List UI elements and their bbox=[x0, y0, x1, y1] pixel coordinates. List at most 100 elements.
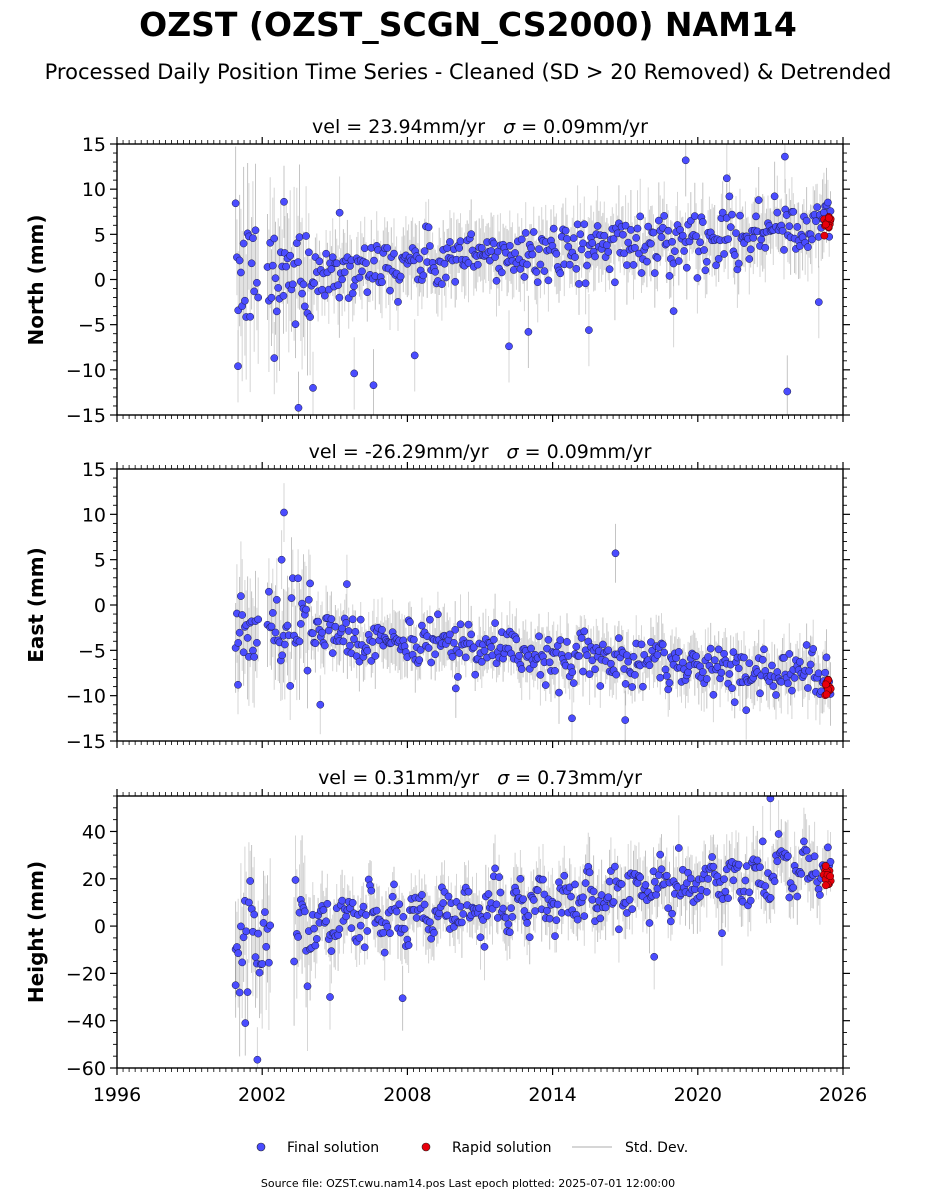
north-final-point bbox=[720, 250, 728, 258]
east-final-point bbox=[788, 686, 796, 695]
north-final-point bbox=[564, 242, 573, 251]
north-final-point bbox=[724, 235, 732, 243]
height-final-point bbox=[758, 837, 767, 846]
east-final-point bbox=[728, 684, 736, 693]
height-final-point bbox=[335, 925, 344, 933]
height-final-point bbox=[492, 900, 501, 909]
north-final-point bbox=[254, 293, 263, 302]
north-final-point bbox=[274, 284, 283, 292]
north-final-point bbox=[588, 239, 597, 247]
north-final-point bbox=[621, 221, 630, 230]
east-final-point bbox=[780, 654, 788, 662]
north-final-point bbox=[497, 268, 506, 277]
north-sigma-unit: mm/yr bbox=[585, 116, 648, 138]
north-final-point bbox=[690, 212, 699, 220]
height-final-point bbox=[588, 895, 597, 904]
height-final-point bbox=[800, 837, 808, 846]
east-final-point bbox=[351, 627, 360, 636]
height-final-point bbox=[625, 895, 634, 904]
east-final-point bbox=[760, 645, 768, 654]
height-final-point bbox=[246, 877, 255, 885]
north-final-point bbox=[781, 152, 789, 161]
height-final-point bbox=[388, 892, 397, 901]
height-final-point bbox=[525, 933, 534, 942]
height-std-layer bbox=[235, 796, 831, 1068]
north-final-point bbox=[309, 384, 317, 392]
east-final-point bbox=[368, 638, 377, 646]
north-vel-unit: mm/yr bbox=[423, 116, 486, 138]
north-final-point bbox=[783, 387, 792, 396]
east-final-point bbox=[772, 691, 780, 699]
east-final-point bbox=[710, 656, 719, 664]
east-final-point bbox=[639, 682, 647, 691]
legend-std-label: Std. Dev. bbox=[625, 1140, 688, 1156]
north-final-point bbox=[438, 280, 446, 288]
east-final-point bbox=[338, 624, 346, 633]
east-final-point bbox=[250, 653, 259, 661]
north-final-point bbox=[692, 232, 700, 241]
east-final-point bbox=[678, 658, 687, 667]
height-final-point bbox=[312, 935, 321, 943]
north-final-point bbox=[725, 192, 734, 201]
east-final-point bbox=[489, 635, 498, 644]
north-final-point bbox=[583, 261, 591, 270]
east-rapid-point bbox=[822, 690, 831, 699]
height-final-point bbox=[524, 911, 533, 920]
east-final-point bbox=[296, 620, 305, 628]
height-final-point bbox=[458, 918, 466, 927]
height-final-point bbox=[742, 862, 751, 870]
north-final-point bbox=[267, 293, 276, 302]
height-final-point bbox=[322, 917, 330, 926]
north-final-point bbox=[778, 226, 787, 235]
east-final-point bbox=[254, 615, 263, 624]
height-final-point bbox=[580, 912, 589, 920]
north-final-point bbox=[575, 280, 583, 288]
height-final-point bbox=[609, 898, 618, 906]
height-final-point bbox=[581, 879, 590, 887]
east-final-point bbox=[704, 653, 712, 661]
east-final-point bbox=[653, 651, 662, 659]
east-final-point bbox=[564, 652, 573, 660]
east-final-point bbox=[535, 632, 543, 641]
east-final-point bbox=[280, 508, 288, 517]
north-final-point bbox=[734, 259, 743, 268]
height-final-point bbox=[233, 943, 241, 951]
height-final-point bbox=[508, 913, 517, 921]
height-final-point bbox=[753, 856, 762, 865]
height-sigma-symbol: σ bbox=[497, 767, 510, 789]
north-final-point bbox=[556, 269, 565, 278]
north-final-point bbox=[446, 238, 454, 246]
north-final-point bbox=[745, 255, 754, 263]
east-ylabel: East (mm) bbox=[24, 547, 48, 663]
height-final-point bbox=[738, 897, 747, 906]
east-final-point bbox=[348, 615, 357, 624]
north-final-point bbox=[773, 208, 782, 217]
east-final-point bbox=[295, 637, 304, 646]
east-final-point bbox=[660, 648, 669, 657]
height-sigma-value: 0.73 bbox=[537, 767, 579, 789]
height-final-point bbox=[412, 914, 421, 922]
north-std-layer bbox=[235, 144, 831, 415]
north-final-point bbox=[678, 231, 687, 240]
north-final-point bbox=[521, 229, 530, 237]
north-final-point bbox=[295, 233, 304, 242]
north-final-point bbox=[492, 276, 501, 285]
east-final-point bbox=[461, 653, 470, 662]
height-final-point bbox=[557, 908, 566, 917]
height-ytick-label: −40 bbox=[66, 1011, 106, 1033]
east-final-point bbox=[418, 621, 426, 630]
north-final-point bbox=[327, 265, 336, 273]
east-panel-title: vel = -26.29mm/yr σ = 0.09mm/yr bbox=[309, 441, 652, 463]
height-final-point bbox=[636, 873, 645, 882]
north-final-point bbox=[396, 272, 405, 281]
east-final-point bbox=[698, 668, 707, 676]
height-final-point bbox=[420, 900, 429, 909]
east-final-point bbox=[277, 555, 286, 564]
height-final-point bbox=[499, 904, 507, 913]
east-final-point bbox=[647, 638, 655, 646]
north-final-point bbox=[824, 198, 832, 207]
height-final-point bbox=[362, 911, 370, 919]
east-final-point bbox=[464, 620, 473, 629]
north-final-point bbox=[757, 235, 766, 244]
north-final-point bbox=[369, 381, 378, 390]
